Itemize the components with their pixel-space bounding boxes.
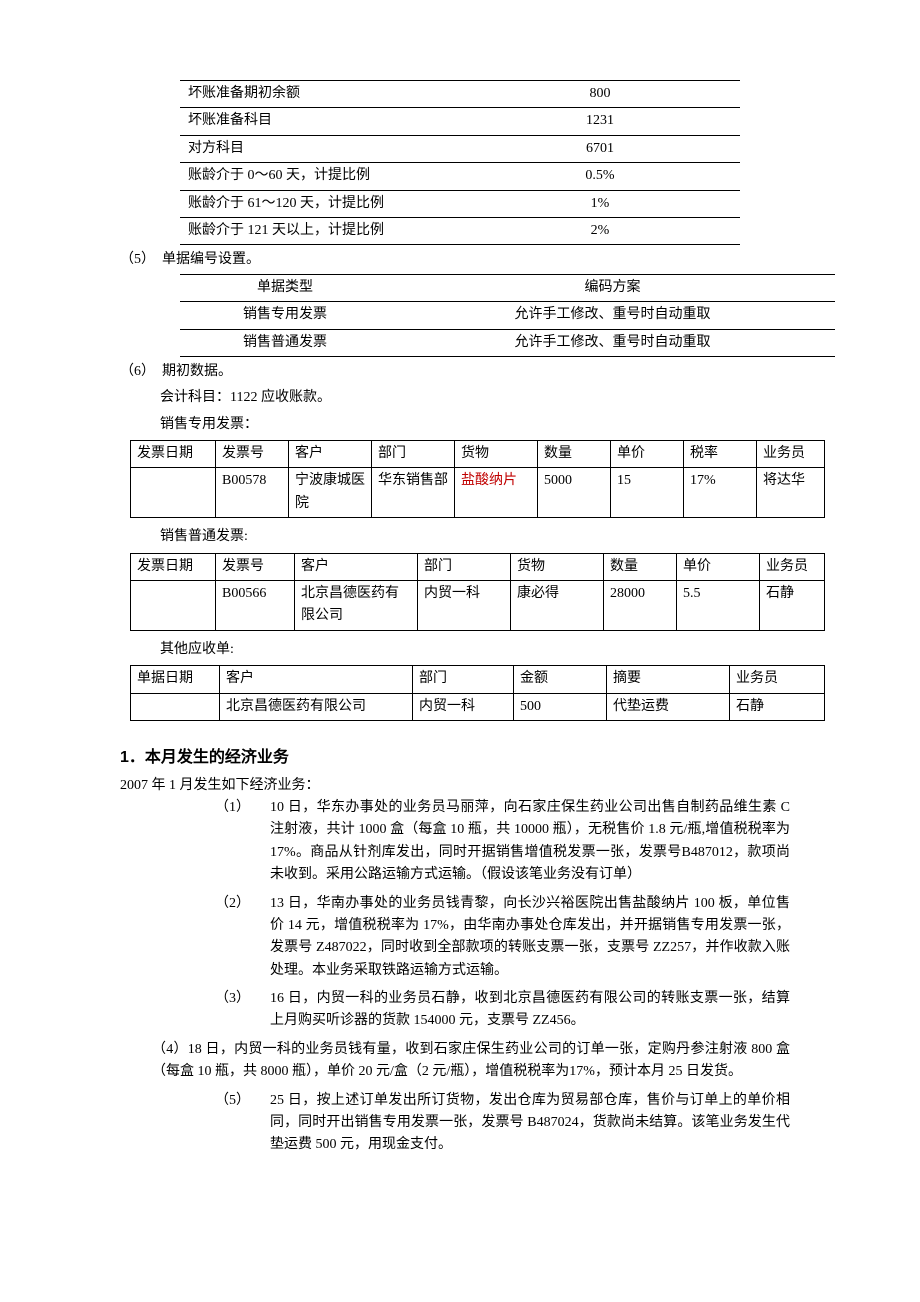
kv-val: 0.5% xyxy=(460,163,740,190)
inv2-h3: 客户 xyxy=(295,553,418,580)
inv3-c4: 500 xyxy=(514,693,607,720)
biz5-num: （5） xyxy=(215,1090,270,1112)
inv1-c1 xyxy=(131,468,216,518)
inv2-h2: 发票号 xyxy=(216,553,295,580)
item-6-sub4: 其他应收单: xyxy=(160,639,860,661)
inv2-c3: 北京昌德医药有限公司 xyxy=(295,581,418,631)
inv2-h1: 发票日期 xyxy=(131,553,216,580)
inv1-c4: 华东销售部 xyxy=(372,468,455,518)
inv3-h2: 客户 xyxy=(220,666,413,693)
item-5-label: （5） 单据编号设置。 xyxy=(120,249,860,271)
enc-head-type: 单据类型 xyxy=(180,274,390,301)
biz5-text: 25 日，按上述订单发出所订货物，发出仓库为贸易部仓库，售价与订单上的单价相同，… xyxy=(270,1093,790,1153)
kv-key: 坏账准备科目 xyxy=(180,108,460,135)
inv1-c3: 宁波康城医院 xyxy=(289,468,372,518)
biz-item-2: （2）13 日，华南办事处的业务员钱青黎，向长沙兴裕医院出售盐酸纳片 100 板… xyxy=(215,893,790,983)
enc-type: 销售专用发票 xyxy=(180,302,390,329)
ordinary-invoice-table: 发票日期 发票号 客户 部门 货物 数量 单价 业务员 B00566 北京昌德医… xyxy=(130,553,825,631)
inv1-h5: 货物 xyxy=(455,441,538,468)
inv2-h4: 部门 xyxy=(418,553,511,580)
inv3-h4: 金额 xyxy=(514,666,607,693)
kv-key: 账龄介于 121 天以上，计提比例 xyxy=(180,217,460,244)
biz4-text: 18 日，内贸一科的业务员钱有量，收到石家庄保生药业公司的订单一张，定购丹参注射… xyxy=(152,1042,790,1079)
section-intro: 2007 年 1 月发生如下经济业务： xyxy=(120,775,860,797)
inv3-h3: 部门 xyxy=(413,666,514,693)
biz4-num: （4） xyxy=(152,1042,188,1057)
inv1-h2: 发票号 xyxy=(216,441,289,468)
biz-num: （2） xyxy=(215,893,270,915)
special-invoice-table: 发票日期 发票号 客户 部门 货物 数量 单价 税率 业务员 B00578 宁波… xyxy=(130,440,825,518)
inv1-h3: 客户 xyxy=(289,441,372,468)
kv-table: 坏账准备期初余额800坏账准备科目1231对方科目6701账龄介于 0～60 天… xyxy=(180,80,740,245)
kv-key: 账龄介于 61～120 天，计提比例 xyxy=(180,190,460,217)
kv-key: 对方科目 xyxy=(180,135,460,162)
inv3-h1: 单据日期 xyxy=(131,666,220,693)
kv-val: 800 xyxy=(460,81,740,108)
inv2-h7: 单价 xyxy=(677,553,760,580)
item-6-sub1: 会计科目：1122 应收账款。 xyxy=(160,387,860,409)
inv2-c1 xyxy=(131,581,216,631)
enc-scheme: 允许手工修改、重号时自动重取 xyxy=(390,329,835,356)
inv2-h6: 数量 xyxy=(604,553,677,580)
inv1-h1: 发票日期 xyxy=(131,441,216,468)
kv-key: 账龄介于 0～60 天，计提比例 xyxy=(180,163,460,190)
inv1-c5: 盐酸纳片 xyxy=(455,468,538,518)
inv2-c4: 内贸一科 xyxy=(418,581,511,631)
biz-item-3: （3）16 日，内贸一科的业务员石静，收到北京昌德医药有限公司的转账支票一张，结… xyxy=(215,988,790,1033)
enc-head-scheme: 编码方案 xyxy=(390,274,835,301)
kv-val: 1% xyxy=(460,190,740,217)
inv3-c3: 内贸一科 xyxy=(413,693,514,720)
inv3-c1 xyxy=(131,693,220,720)
kv-val: 1231 xyxy=(460,108,740,135)
item-6-label: （6） 期初数据。 xyxy=(120,361,860,383)
biz-item-5: （5）25 日，按上述订单发出所订货物，发出仓库为贸易部仓库，售价与订单上的单价… xyxy=(215,1090,790,1157)
inv2-h8: 业务员 xyxy=(760,553,825,580)
inv2-c8: 石静 xyxy=(760,581,825,631)
inv1-c8: 17% xyxy=(684,468,757,518)
inv3-h6: 业务员 xyxy=(730,666,825,693)
inv1-c2: B00578 xyxy=(216,468,289,518)
inv2-h5: 货物 xyxy=(511,553,604,580)
inv2-c7: 5.5 xyxy=(677,581,760,631)
biz-item-4: （4）18 日，内贸一科的业务员钱有量，收到石家庄保生药业公司的订单一张，定购丹… xyxy=(152,1039,790,1084)
kv-key: 坏账准备期初余额 xyxy=(180,81,460,108)
section-title: 1．本月发生的经济业务 xyxy=(120,745,860,771)
inv3-h5: 摘要 xyxy=(607,666,730,693)
item-6-sub3: 销售普通发票: xyxy=(160,526,860,548)
inv1-h8: 税率 xyxy=(684,441,757,468)
inv1-c6: 5000 xyxy=(538,468,611,518)
item-6-sub2: 销售专用发票： xyxy=(160,414,860,436)
other-receivable-table: 单据日期 客户 部门 金额 摘要 业务员 北京昌德医药有限公司 内贸一科 500… xyxy=(130,665,825,721)
biz-num: （3） xyxy=(215,988,270,1010)
inv3-c5: 代垫运费 xyxy=(607,693,730,720)
kv-val: 2% xyxy=(460,217,740,244)
inv1-c7: 15 xyxy=(611,468,684,518)
inv3-c6: 石静 xyxy=(730,693,825,720)
inv1-h7: 单价 xyxy=(611,441,684,468)
inv1-c9: 将达华 xyxy=(757,468,825,518)
inv2-c2: B00566 xyxy=(216,581,295,631)
inv1-h9: 业务员 xyxy=(757,441,825,468)
kv-val: 6701 xyxy=(460,135,740,162)
inv2-c5: 康必得 xyxy=(511,581,604,631)
enc-scheme: 允许手工修改、重号时自动重取 xyxy=(390,302,835,329)
biz-item-1: （1）10 日，华东办事处的业务员马丽萍，向石家庄保生药业公司出售自制药品维生素… xyxy=(215,797,790,887)
inv1-h6: 数量 xyxy=(538,441,611,468)
inv2-c6: 28000 xyxy=(604,581,677,631)
biz-num: （1） xyxy=(215,797,270,819)
enc-type: 销售普通发票 xyxy=(180,329,390,356)
inv3-c2: 北京昌德医药有限公司 xyxy=(220,693,413,720)
inv1-h4: 部门 xyxy=(372,441,455,468)
encoding-table: 单据类型 编码方案 销售专用发票允许手工修改、重号时自动重取销售普通发票允许手工… xyxy=(180,274,835,357)
